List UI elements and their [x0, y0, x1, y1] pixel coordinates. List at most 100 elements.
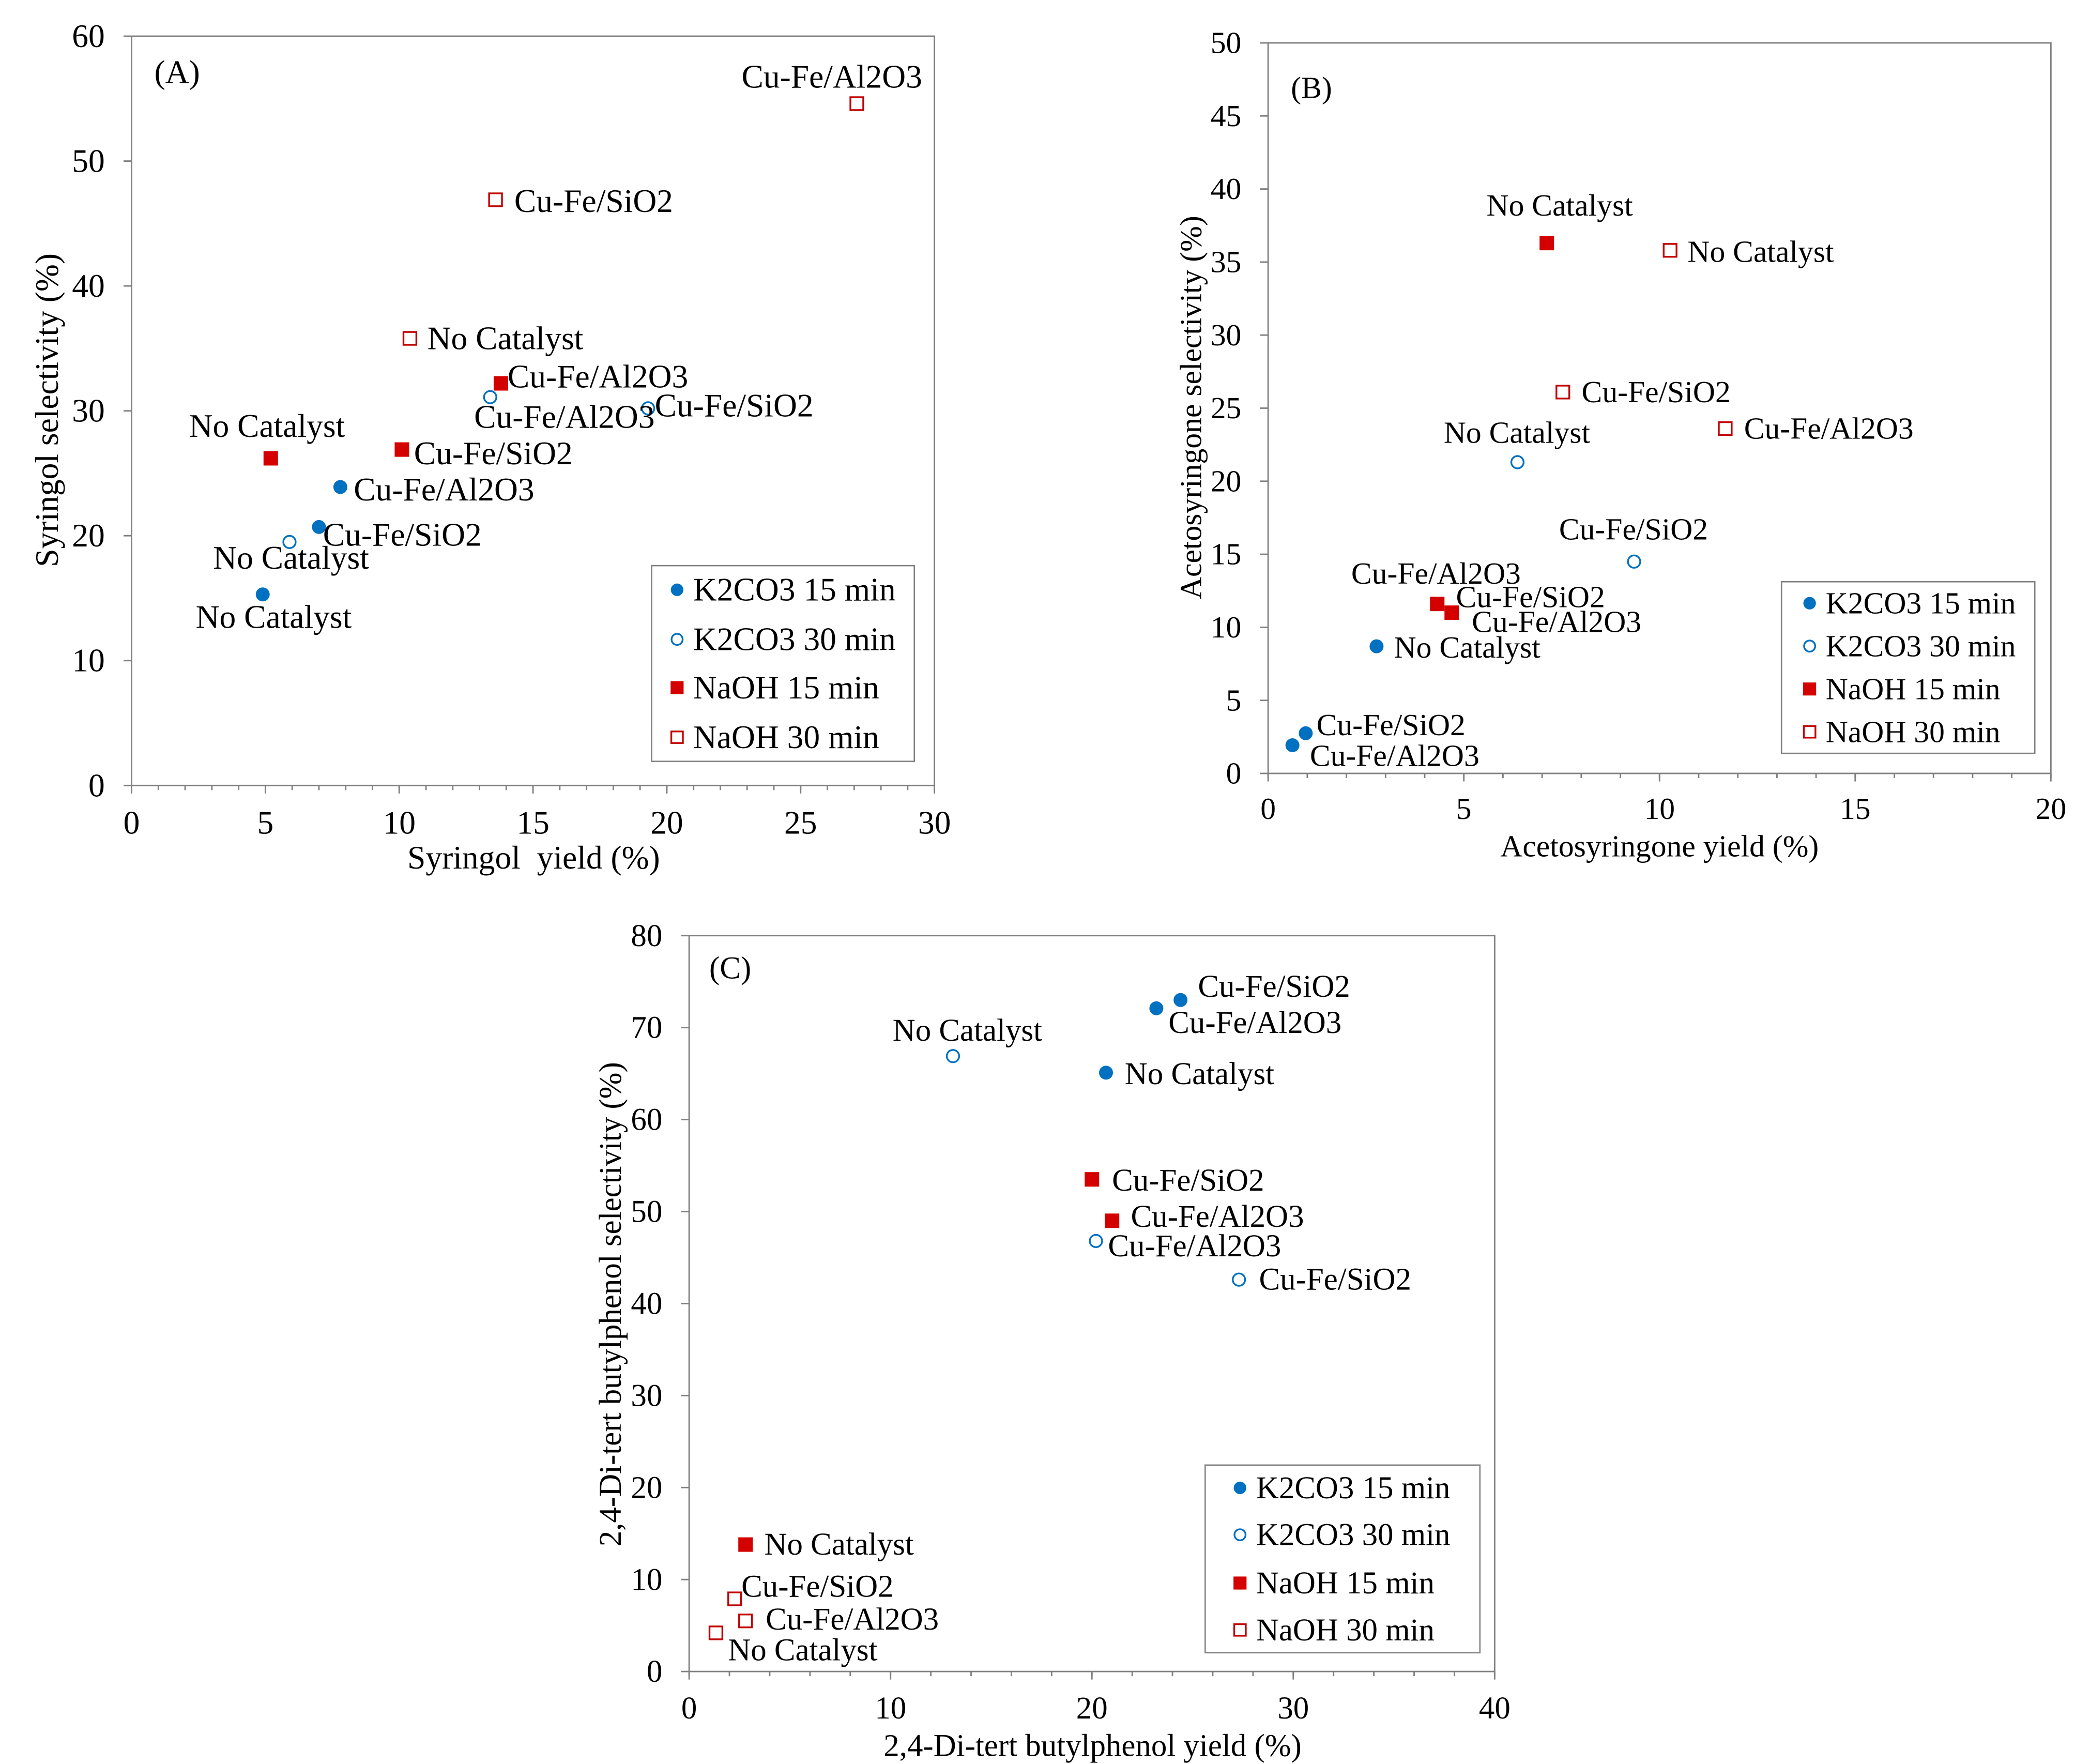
series-c-naoh-15-min	[738, 1172, 1120, 1552]
legend-label-c-naoh-30-min: NaOH 30 min	[1256, 1613, 1435, 1648]
y-tick-label-a-20: 20	[72, 517, 105, 554]
legend-label-a-k2co3-30-min: K2CO3 30 min	[693, 621, 896, 658]
x-tick-label-c-10: 10	[875, 1691, 906, 1726]
series-c-k2co3-30-min	[945, 1049, 1246, 1287]
legend-marker-b-k2co3-30-min	[1803, 640, 1817, 653]
data-label-a-k2co3-30-min-cu-fe-sio2: Cu-Fe/SiO2	[655, 387, 814, 423]
y-tick-label-b-45: 45	[1211, 99, 1242, 133]
data-label-b-naoh-30-min-cu-fe-sio2: Cu-Fe/SiO2	[1582, 375, 1731, 409]
point-c-naoh-30-min-cu-fe-al2o3	[738, 1614, 753, 1629]
legend-label-b-naoh-15-min: NaOH 15 min	[1826, 672, 2001, 706]
x-tick-label-b-0: 0	[1260, 792, 1276, 826]
point-a-naoh-30-min-cu-fe-sio2	[488, 192, 503, 207]
y-tick-label-b-10: 10	[1211, 610, 1242, 644]
data-label-b-k2co3-30-min-cu-fe-sio2: Cu-Fe/SiO2	[1559, 512, 1708, 546]
point-a-k2co3-15-min-cu-fe-al2o3	[333, 480, 347, 494]
data-label-c-naoh-30-min-no-catalyst: No Catalyst	[728, 1633, 877, 1668]
point-a-naoh-15-min-no-catalyst	[263, 451, 278, 466]
point-c-naoh-30-min-cu-fe-sio2	[727, 1591, 742, 1606]
x-tick-label-c-30: 30	[1277, 1691, 1309, 1726]
legend-marker-a-naoh-30-min	[670, 731, 684, 744]
x-tick-label-a-10: 10	[383, 804, 416, 841]
y-tick-label-b-25: 25	[1211, 391, 1242, 425]
x-tick-label-a-30: 30	[918, 804, 951, 841]
point-c-k2co3-15-min-cu-fe-al2o3	[1149, 1001, 1164, 1015]
y-tick-label-a-10: 10	[72, 642, 105, 679]
x-tick-label-b-15: 15	[1840, 792, 1871, 826]
point-c-k2co3-30-min-cu-fe-al2o3	[1089, 1234, 1103, 1249]
legend-marker-a-naoh-15-min	[670, 681, 684, 694]
legend-label-b-k2co3-30-min: K2CO3 30 min	[1826, 629, 2016, 663]
y-tick-label-c-70: 70	[631, 1011, 662, 1045]
x-tick-label-a-5: 5	[257, 804, 274, 841]
x-tick-label-a-15: 15	[516, 804, 550, 841]
x-axis-title-a: Syringol yield (%)	[407, 839, 660, 876]
point-b-k2co3-15-min-cu-fe-sio2	[1299, 726, 1313, 740]
data-label-a-naoh-15-min-cu-fe-sio2: Cu-Fe/SiO2	[414, 435, 573, 472]
y-tick-label-c-30: 30	[631, 1378, 662, 1413]
y-tick-label-a-40: 40	[72, 267, 105, 304]
data-label-a-k2co3-15-min-cu-fe-sio2: Cu-Fe/SiO2	[323, 516, 482, 553]
data-label-b-k2co3-15-min-no-catalyst: No Catalyst	[1394, 630, 1541, 664]
legend-marker-a-k2co3-15-min	[670, 583, 683, 596]
point-b-k2co3-30-min-no-catalyst	[1510, 455, 1525, 469]
panel-c: 0 10 20 30 40 0 10 20 30 40 50 60 70 80 (C) 2,4-Di-tert…	[593, 919, 1511, 1763]
data-label-b-k2co3-15-min-cu-fe-al2o3: Cu-Fe/Al2O3	[1310, 739, 1479, 773]
data-label-c-k2co3-30-min-cu-fe-sio2: Cu-Fe/SiO2	[1259, 1263, 1411, 1297]
panel-b: 0 5 10 15 20 0 5 10 15 20 25 30 35 40 45 50 (B) Acetosyri…	[1174, 26, 2067, 863]
legend-box-b	[1780, 581, 2036, 754]
data-label-b-k2co3-15-min-cu-fe-sio2: Cu-Fe/SiO2	[1317, 708, 1466, 742]
data-label-c-k2co3-30-min-cu-fe-al2o3: Cu-Fe/Al2O3	[1108, 1229, 1281, 1264]
point-b-naoh-30-min-cu-fe-al2o3	[1718, 421, 1733, 436]
point-c-naoh-30-min-no-catalyst	[708, 1625, 724, 1640]
x-tick-label-a-20: 20	[650, 804, 683, 841]
data-label-c-naoh-30-min-cu-fe-al2o3: Cu-Fe/Al2O3	[766, 1602, 939, 1637]
legend-label-a-naoh-30-min: NaOH 30 min	[693, 719, 879, 755]
y-tick-label-a-0: 0	[88, 767, 105, 803]
y-tick-label-b-40: 40	[1211, 172, 1242, 206]
data-label-a-naoh-30-min-cu-fe-al2o3: Cu-Fe/Al2O3	[742, 58, 922, 95]
y-tick-label-b-50: 50	[1211, 26, 1242, 60]
data-label-a-naoh-30-min-cu-fe-sio2: Cu-Fe/SiO2	[514, 183, 673, 219]
y-tick-label-b-5: 5	[1226, 683, 1242, 717]
data-label-a-k2co3-30-min-no-catalyst: No Catalyst	[213, 539, 369, 576]
data-label-b-naoh-15-min-cu-fe-sio2: Cu-Fe/SiO2	[1456, 580, 1605, 614]
x-tick-label-b-20: 20	[2036, 792, 2067, 826]
y-tick-label-c-0: 0	[647, 1654, 662, 1689]
series-a-naoh-15-min	[263, 376, 508, 466]
point-b-naoh-30-min-cu-fe-sio2	[1555, 385, 1570, 400]
data-label-c-k2co3-15-min-cu-fe-al2o3: Cu-Fe/Al2O3	[1168, 1006, 1341, 1040]
data-label-c-k2co3-15-min-cu-fe-sio2: Cu-Fe/SiO2	[1198, 969, 1350, 1004]
point-b-k2co3-15-min-cu-fe-al2o3	[1285, 738, 1300, 752]
series-b-naoh-30-min	[1555, 243, 1733, 436]
legend-label-b-naoh-30-min: NaOH 30 min	[1826, 714, 2001, 749]
y-tick-label-b-20: 20	[1211, 464, 1242, 498]
legend-box-a	[651, 565, 916, 762]
y-tick-label-b-15: 15	[1211, 537, 1242, 571]
point-a-k2co3-30-min-cu-fe-al2o3	[483, 390, 497, 404]
data-label-a-naoh-15-min-cu-fe-al2o3: Cu-Fe/Al2O3	[508, 358, 688, 394]
y-tick-label-c-40: 40	[631, 1287, 662, 1321]
x-tick-label-b-10: 10	[1644, 792, 1675, 826]
y-tick-label-c-10: 10	[631, 1562, 662, 1597]
point-b-k2co3-30-min-cu-fe-sio2	[1627, 554, 1641, 569]
legend-marker-b-naoh-30-min	[1803, 725, 1817, 739]
legend-label-b-k2co3-15-min: K2CO3 15 min	[1826, 586, 2016, 620]
series-c-naoh-30-min	[708, 1591, 753, 1640]
data-label-b-naoh-30-min-no-catalyst: No Catalyst	[1687, 234, 1834, 268]
data-label-c-naoh-15-min-no-catalyst: No Catalyst	[765, 1527, 914, 1562]
legend-marker-c-k2co3-15-min	[1233, 1481, 1246, 1495]
point-b-naoh-30-min-no-catalyst	[1662, 243, 1677, 258]
point-b-naoh-15-min-cu-fe-sio2	[1430, 597, 1445, 612]
series-a-k2co3-30-min	[282, 390, 655, 549]
point-a-naoh-15-min-cu-fe-al2o3	[493, 376, 508, 391]
legend-marker-c-naoh-30-min	[1233, 1623, 1247, 1637]
series-b-k2co3-15-min	[1285, 639, 1384, 752]
legend-marker-c-k2co3-30-min	[1233, 1528, 1247, 1542]
x-tick-label-c-20: 20	[1076, 1691, 1108, 1726]
point-b-naoh-15-min-no-catalyst	[1539, 236, 1554, 251]
legend-box-c	[1204, 1464, 1481, 1654]
legend-marker-b-naoh-15-min	[1803, 682, 1817, 696]
legend-b: K2CO3 15 min K2CO3 30 min NaOH 15 min NaOH …	[1780, 581, 2036, 754]
